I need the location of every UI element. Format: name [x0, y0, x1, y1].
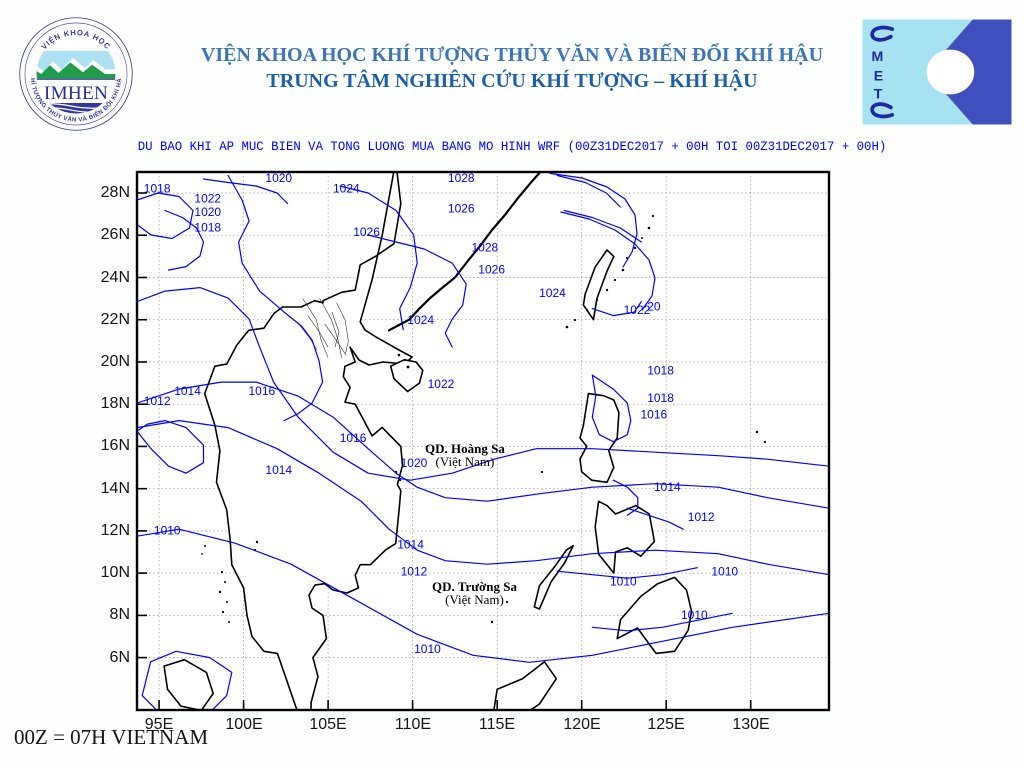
svg-text:1014: 1014: [174, 384, 201, 398]
svg-text:20: 20: [647, 300, 661, 314]
svg-text:1026: 1026: [478, 262, 505, 276]
svg-text:1018: 1018: [647, 364, 674, 378]
svg-text:1016: 1016: [249, 384, 276, 398]
svg-text:1018: 1018: [144, 181, 171, 195]
svg-text:1022: 1022: [194, 191, 221, 205]
svg-text:1010: 1010: [711, 564, 738, 578]
svg-text:1026: 1026: [353, 225, 380, 239]
svg-text:1010: 1010: [414, 642, 441, 656]
svg-text:1010: 1010: [681, 608, 708, 622]
svg-text:1010: 1010: [154, 524, 181, 538]
svg-text:1010: 1010: [610, 574, 637, 588]
svg-text:1022: 1022: [428, 377, 455, 391]
svg-text:1014: 1014: [265, 463, 292, 477]
svg-text:1012: 1012: [401, 564, 428, 578]
svg-text:1014: 1014: [397, 537, 424, 551]
svg-text:1016: 1016: [641, 408, 668, 422]
svg-text:1024: 1024: [407, 313, 434, 327]
svg-text:1014: 1014: [654, 480, 681, 494]
svg-text:1020: 1020: [401, 456, 428, 470]
svg-text:1020: 1020: [194, 205, 221, 219]
svg-text:1012: 1012: [144, 394, 171, 408]
svg-text:1024: 1024: [333, 181, 360, 195]
svg-text:1018: 1018: [194, 221, 221, 235]
svg-text:1012: 1012: [688, 510, 715, 524]
svg-text:1018: 1018: [647, 391, 674, 405]
svg-text:1016: 1016: [340, 431, 367, 445]
svg-text:1028: 1028: [472, 241, 499, 255]
svg-text:1026: 1026: [448, 202, 475, 216]
svg-text:1024: 1024: [539, 286, 566, 300]
